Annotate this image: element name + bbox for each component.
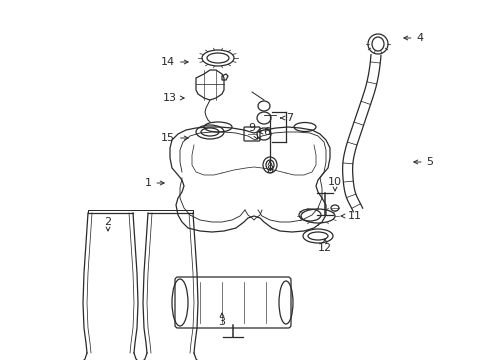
Text: 6: 6 [259, 127, 270, 137]
Text: 5: 5 [413, 157, 433, 167]
Text: 11: 11 [341, 211, 361, 221]
Text: 8: 8 [266, 161, 273, 175]
Text: 9: 9 [248, 123, 257, 139]
Text: 7: 7 [280, 113, 293, 123]
Text: 10: 10 [327, 177, 341, 191]
Text: 12: 12 [317, 239, 331, 253]
Text: 3: 3 [218, 313, 225, 327]
Text: 4: 4 [403, 33, 423, 43]
Text: 2: 2 [104, 217, 111, 231]
Text: 15: 15 [161, 133, 188, 143]
Text: 1: 1 [144, 178, 164, 188]
Text: 13: 13 [163, 93, 184, 103]
Text: 14: 14 [161, 57, 188, 67]
